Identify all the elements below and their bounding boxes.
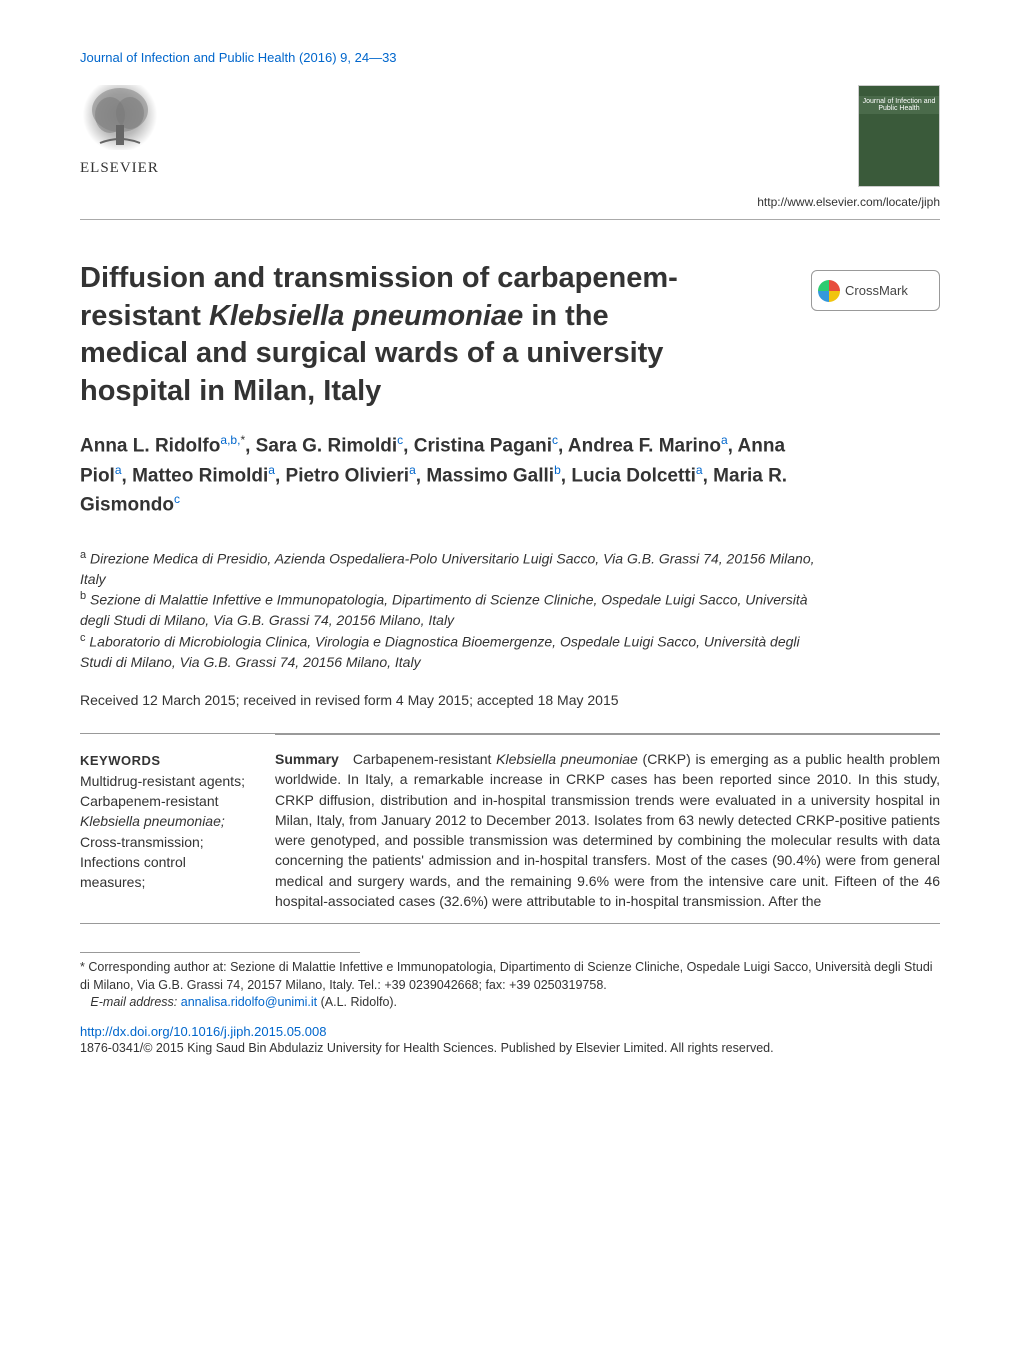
keyword-item: Cross-transmission; (80, 832, 245, 852)
keyword-item: Klebsiella pneumoniae; (80, 811, 245, 831)
publisher-right: Journal of Infection and Public Health h… (660, 85, 940, 209)
author-affil-marker: a (721, 433, 728, 447)
article-title: Diffusion and transmission of carbapenem… (80, 260, 720, 411)
corresponding-text: * Corresponding author at: Sezione di Ma… (80, 959, 940, 994)
journal-reference[interactable]: Journal of Infection and Public Health (… (80, 50, 940, 65)
crossmark-label: CrossMark (845, 283, 908, 298)
affiliation-c: c Laboratorio di Microbiologia Clinica, … (80, 631, 820, 672)
author-affil-marker: a (115, 463, 122, 477)
affiliation-b: b Sezione di Malattie Infettive e Immuno… (80, 589, 820, 630)
author-name: Andrea F. Marino (568, 435, 721, 456)
author-name: Massimo Galli (426, 465, 554, 486)
summary-post: (CRKP) is emerging as a public health pr… (275, 751, 940, 909)
author-name: Anna L. Ridolfo (80, 435, 220, 456)
summary-column: Summary Carbapenem-resistant Klebsiella … (275, 734, 940, 911)
author-name: Pietro Olivieri (286, 465, 410, 486)
keywords-column: KEYWORDS Multidrug-resistant agents; Car… (80, 752, 245, 911)
affiliation-a: a Direzione Medica di Presidio, Azienda … (80, 548, 820, 589)
doi-line: http://dx.doi.org/10.1016/j.jiph.2015.05… (80, 1024, 940, 1039)
author-name: Sara G. Rimoldi (256, 435, 397, 456)
title-italic: Klebsiella pneumoniae (209, 300, 523, 332)
corresponding-footnote: * Corresponding author at: Sezione di Ma… (80, 959, 940, 1012)
summary-italic: Klebsiella pneumoniae (496, 751, 638, 767)
header-bar: ELSEVIER Journal of Infection and Public… (80, 85, 940, 220)
email-author: (A.L. Ridolfo). (321, 995, 397, 1009)
author-affil-marker: a (696, 463, 703, 477)
abstract-box: KEYWORDS Multidrug-resistant agents; Car… (80, 733, 940, 924)
summary-heading: Summary (275, 751, 339, 767)
author-name: Cristina Pagani (414, 435, 552, 456)
summary-pre: Carbapenem-resistant (353, 751, 496, 767)
keyword-item: Multidrug-resistant agents; (80, 771, 245, 791)
footnote-separator (80, 952, 360, 953)
author-affil-marker: c (552, 433, 558, 447)
author-name: Lucia Dolcetti (571, 465, 696, 486)
journal-cover-thumb[interactable]: Journal of Infection and Public Health (858, 85, 940, 187)
author-affil-marker: c (397, 433, 403, 447)
affiliations: a Direzione Medica di Presidio, Azienda … (80, 548, 820, 672)
doi-link[interactable]: http://dx.doi.org/10.1016/j.jiph.2015.05… (80, 1024, 326, 1039)
author-name: Matteo Rimoldi (132, 465, 268, 486)
keyword-item: Infections control measures; (80, 852, 245, 893)
keyword-item: Carbapenem-resistant (80, 791, 245, 811)
elsevier-logo[interactable]: ELSEVIER (80, 85, 160, 180)
author-affil-marker: c (174, 492, 180, 506)
author-list: Anna L. Ridolfoa,b,*, Sara G. Rimoldic, … (80, 431, 800, 520)
author-affil-marker: a,b,* (220, 433, 245, 447)
copyright-line: 1876-0341/© 2015 King Saud Bin Abdulaziz… (80, 1041, 940, 1055)
author-affil-marker: b (554, 463, 561, 477)
elsevier-tree-icon (80, 85, 160, 150)
article-dates: Received 12 March 2015; received in revi… (80, 692, 940, 708)
email-line: E-mail address: annalisa.ridolfo@unimi.i… (80, 994, 940, 1012)
author-affil-marker: a (268, 463, 275, 477)
author-affil-marker: a (409, 463, 416, 477)
elsevier-name: ELSEVIER (80, 160, 160, 177)
crossmark-icon (818, 280, 840, 302)
keywords-heading: KEYWORDS (80, 752, 245, 771)
crossmark-badge[interactable]: CrossMark (811, 270, 940, 311)
journal-cover-title: Journal of Infection and Public Health (859, 96, 939, 114)
publisher-url[interactable]: http://www.elsevier.com/locate/jiph (660, 195, 940, 209)
email-link[interactable]: annalisa.ridolfo@unimi.it (181, 995, 317, 1009)
